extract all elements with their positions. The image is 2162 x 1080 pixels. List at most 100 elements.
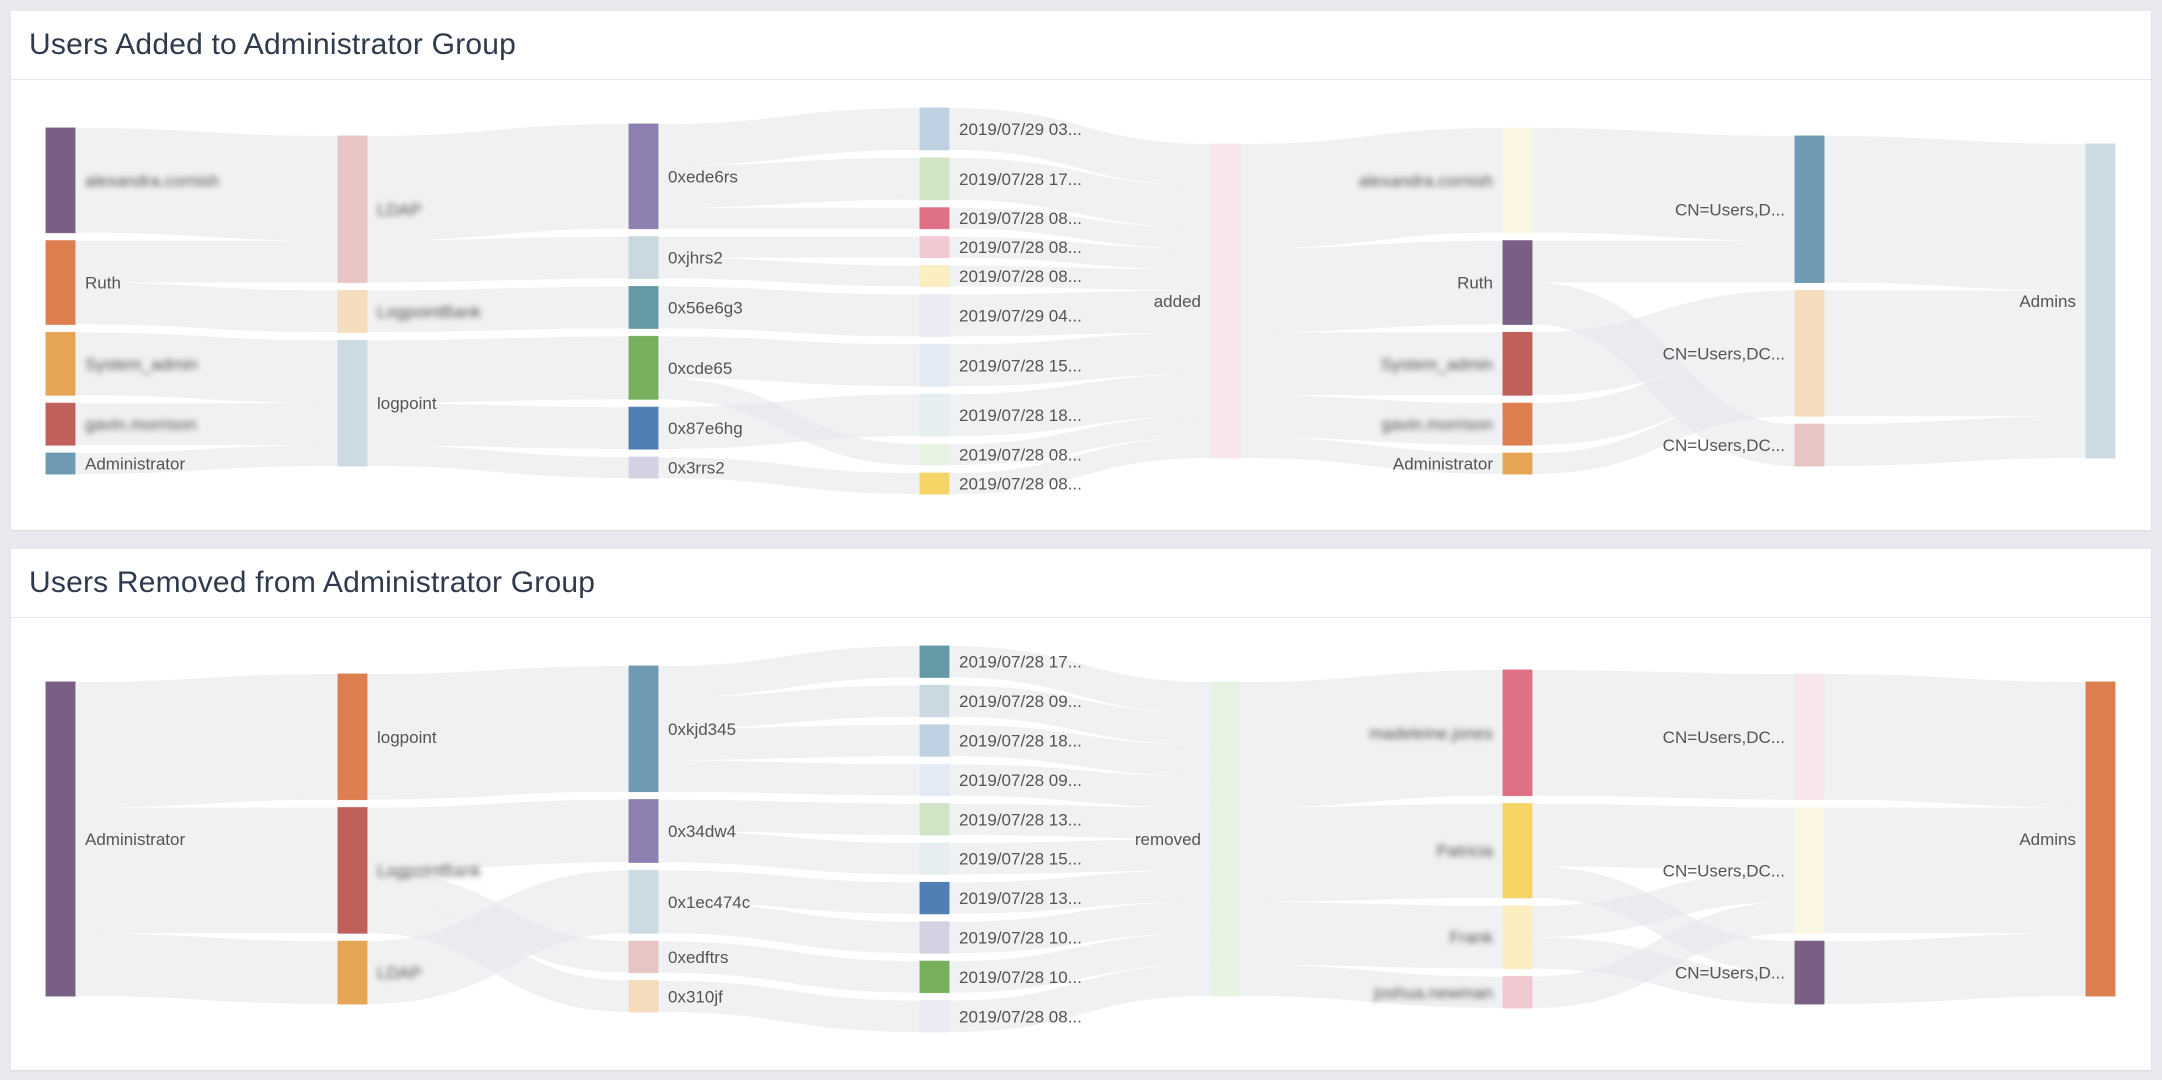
sankey-link[interactable] (657, 646, 921, 698)
sankey-link[interactable] (1823, 933, 2087, 1004)
sankey-link[interactable] (948, 964, 1212, 1032)
sankey-node[interactable] (1794, 673, 1825, 801)
sankey-link[interactable] (366, 236, 630, 283)
sankey-node[interactable] (919, 472, 950, 495)
sankey-node[interactable] (45, 331, 76, 396)
sankey-link[interactable] (1239, 964, 1504, 1008)
sankey-node[interactable] (919, 343, 950, 387)
sankey-link[interactable] (1531, 803, 1796, 871)
sankey-link[interactable] (1531, 670, 1796, 800)
sankey-node[interactable] (919, 1000, 950, 1033)
sankey-node[interactable] (1794, 807, 1825, 934)
sankey-node[interactable] (1502, 402, 1533, 446)
sankey-node[interactable] (337, 290, 368, 333)
sankey-node[interactable] (1210, 143, 1241, 459)
sankey-node[interactable] (1502, 240, 1533, 325)
sankey-node[interactable] (628, 123, 659, 230)
sankey-link[interactable] (948, 646, 1212, 714)
sankey-node[interactable] (919, 157, 950, 201)
sankey-link[interactable] (948, 803, 1212, 839)
sankey-node[interactable] (628, 869, 659, 934)
sankey-link[interactable] (1823, 136, 2087, 291)
sankey-link[interactable] (74, 332, 339, 404)
sankey-link[interactable] (657, 941, 921, 993)
sankey-node[interactable] (45, 127, 76, 234)
sankey-node[interactable] (45, 402, 76, 446)
sankey-link[interactable] (1239, 901, 1504, 969)
sankey-link[interactable] (657, 980, 921, 1032)
sankey-node[interactable] (919, 107, 950, 151)
sankey-link[interactable] (366, 870, 630, 1004)
sankey-node[interactable] (919, 443, 950, 466)
sankey-link[interactable] (657, 394, 921, 450)
sankey-link[interactable] (948, 839, 1212, 875)
sankey-link[interactable] (1531, 870, 1796, 938)
sankey-link[interactable] (948, 374, 1212, 437)
sankey-node[interactable] (628, 940, 659, 974)
sankey-link[interactable] (948, 416, 1212, 466)
sankey-node[interactable] (628, 236, 659, 280)
sankey-link[interactable] (948, 870, 1212, 914)
sankey-link[interactable] (948, 265, 1212, 291)
sankey-link[interactable] (948, 437, 1212, 494)
sankey-link[interactable] (657, 157, 921, 208)
sankey-node[interactable] (337, 673, 368, 801)
sankey-node[interactable] (1502, 127, 1533, 234)
sankey-node[interactable] (919, 842, 950, 875)
sankey-node[interactable] (45, 240, 76, 325)
sankey-link[interactable] (1531, 290, 1796, 396)
sankey-link[interactable] (948, 764, 1212, 808)
sankey-link[interactable] (657, 870, 921, 914)
sankey-link[interactable] (657, 724, 921, 761)
sankey-link[interactable] (948, 107, 1212, 186)
sankey-node[interactable] (1794, 290, 1825, 417)
sankey-node[interactable] (919, 645, 950, 678)
sankey-node[interactable] (628, 799, 659, 863)
sankey-node[interactable] (919, 236, 950, 259)
sankey-node[interactable] (1794, 135, 1825, 284)
sankey-link[interactable] (657, 107, 921, 166)
sankey-link[interactable] (657, 831, 921, 875)
sankey-node[interactable] (45, 681, 76, 997)
sankey-node[interactable] (1794, 423, 1825, 467)
sankey-link[interactable] (1823, 674, 2087, 808)
sankey-link[interactable] (1531, 901, 1796, 1008)
sankey-link[interactable] (657, 257, 921, 287)
sankey-link[interactable] (74, 445, 339, 474)
sankey-node[interactable] (628, 456, 659, 479)
sankey-link[interactable] (657, 799, 921, 835)
sankey-link[interactable] (366, 445, 630, 478)
sankey-node[interactable] (628, 980, 659, 1013)
sankey-node[interactable] (1502, 331, 1533, 396)
sankey-link[interactable] (74, 933, 339, 1004)
sankey-link[interactable] (948, 724, 1212, 777)
sankey-node[interactable] (919, 207, 950, 230)
sankey-node[interactable] (628, 286, 659, 329)
sankey-node[interactable] (337, 940, 368, 1005)
sankey-node[interactable] (1502, 803, 1533, 899)
sankey-link[interactable] (366, 123, 630, 241)
sankey-link[interactable] (1239, 670, 1504, 808)
sankey-node[interactable] (919, 921, 950, 954)
sankey-link[interactable] (948, 933, 1212, 993)
sankey-link[interactable] (366, 799, 630, 871)
sankey-link[interactable] (657, 901, 921, 954)
sankey-node[interactable] (628, 665, 659, 793)
sankey-node[interactable] (1502, 976, 1533, 1009)
sankey-link[interactable] (948, 901, 1212, 954)
sankey-node[interactable] (919, 724, 950, 757)
sankey-link[interactable] (948, 207, 1212, 249)
sankey-link[interactable] (1823, 416, 2087, 467)
sankey-node[interactable] (919, 960, 950, 994)
sankey-link[interactable] (657, 685, 921, 729)
sankey-node[interactable] (628, 335, 659, 400)
sankey-link[interactable] (1531, 127, 1796, 241)
sankey-link[interactable] (657, 286, 921, 337)
sankey-node[interactable] (337, 807, 368, 934)
sankey-node[interactable] (1210, 681, 1241, 997)
sankey-link[interactable] (1239, 240, 1504, 333)
sankey-node[interactable] (919, 265, 950, 288)
sankey-link[interactable] (1239, 395, 1504, 446)
sankey-link[interactable] (657, 336, 921, 387)
sankey-link[interactable] (74, 674, 339, 808)
